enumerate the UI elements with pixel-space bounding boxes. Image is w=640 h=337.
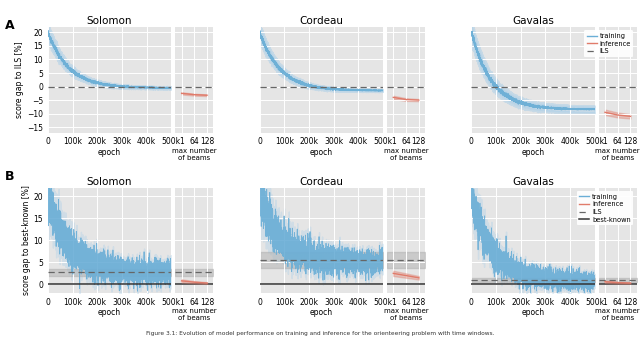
X-axis label: max number
of beams: max number of beams bbox=[384, 148, 428, 161]
Y-axis label: score gap to ILS [%]: score gap to ILS [%] bbox=[15, 41, 24, 118]
X-axis label: epoch: epoch bbox=[98, 148, 121, 157]
X-axis label: epoch: epoch bbox=[522, 148, 545, 157]
X-axis label: epoch: epoch bbox=[310, 308, 333, 317]
Title: Cordeau: Cordeau bbox=[300, 177, 343, 187]
Title: Solomon: Solomon bbox=[87, 177, 132, 187]
X-axis label: max number
of beams: max number of beams bbox=[384, 308, 428, 321]
Legend: training, inference, ILS, best-known: training, inference, ILS, best-known bbox=[577, 191, 634, 225]
X-axis label: epoch: epoch bbox=[310, 148, 333, 157]
X-axis label: max number
of beams: max number of beams bbox=[172, 148, 216, 161]
Title: Cordeau: Cordeau bbox=[300, 16, 343, 26]
X-axis label: max number
of beams: max number of beams bbox=[595, 308, 640, 321]
Title: Solomon: Solomon bbox=[87, 16, 132, 26]
Title: Gavalas: Gavalas bbox=[512, 16, 554, 26]
X-axis label: max number
of beams: max number of beams bbox=[595, 148, 640, 161]
Text: B: B bbox=[5, 170, 15, 183]
X-axis label: epoch: epoch bbox=[98, 308, 121, 317]
X-axis label: epoch: epoch bbox=[522, 308, 545, 317]
Legend: training, inference, ILS: training, inference, ILS bbox=[584, 30, 634, 57]
Title: Gavalas: Gavalas bbox=[512, 177, 554, 187]
Text: Figure 3.1: Evolution of model performance on training and inference for the ori: Figure 3.1: Evolution of model performan… bbox=[146, 331, 494, 336]
Text: A: A bbox=[5, 19, 15, 32]
X-axis label: max number
of beams: max number of beams bbox=[172, 308, 216, 321]
Y-axis label: score gap to best-known [%]: score gap to best-known [%] bbox=[22, 185, 31, 295]
